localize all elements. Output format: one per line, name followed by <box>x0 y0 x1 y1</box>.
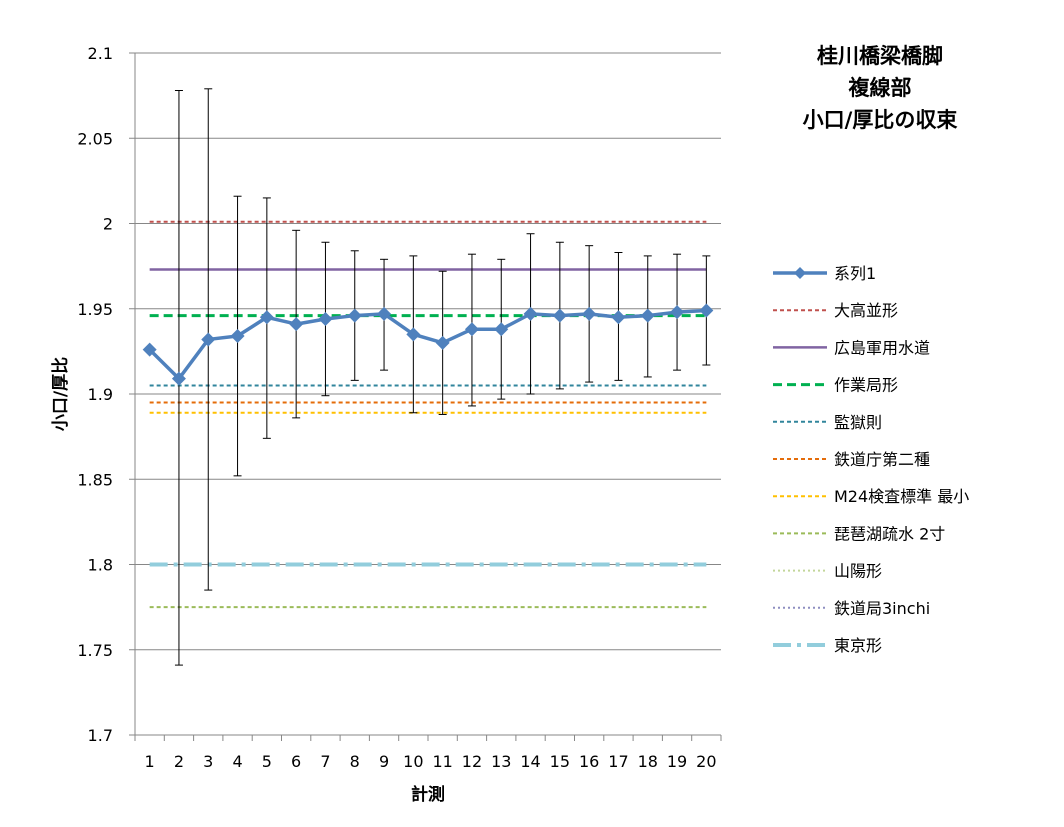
data-point <box>171 371 186 386</box>
x-tick-label: 10 <box>403 752 423 771</box>
legend-label: 系列1 <box>834 264 876 283</box>
x-tick-labels: 1 2 3 4 5 6 7 8 9 10 11 12 13 14 15 16 17 18 19 20 <box>145 752 717 771</box>
data-point <box>640 308 655 323</box>
x-tick-label: 17 <box>608 752 628 771</box>
legend-item: 琵琶湖疏水 2寸 <box>773 524 945 543</box>
x-tick-label: 11 <box>432 752 452 771</box>
y-tick-label: 1.8 <box>88 556 113 575</box>
x-tick-label: 5 <box>262 752 272 771</box>
data-point <box>230 329 245 344</box>
legend-item: 鉄道局3inchi <box>773 599 930 618</box>
x-tick-label: 15 <box>550 752 570 771</box>
data-point <box>464 322 479 337</box>
series-line <box>148 308 707 381</box>
series-layer <box>142 303 714 386</box>
legend-item: M24検査標準 最小 <box>773 487 969 506</box>
legend-label: 作業局形 <box>834 376 898 395</box>
legend-item: 鉄道庁第二種 <box>773 450 930 469</box>
chart-title: 桂川橋梁橋脚 複線部 小口/厚比の収束 <box>770 40 990 136</box>
y-tick-label: 2.05 <box>77 129 113 148</box>
legend-label: M24検査標準 最小 <box>834 487 969 506</box>
data-point <box>582 306 597 321</box>
chart-title-line-1: 桂川橋梁橋脚 <box>817 44 943 68</box>
data-point <box>670 305 685 320</box>
legend-label: 広島軍用水道 <box>834 338 930 357</box>
data-point <box>289 317 304 332</box>
data-point <box>552 308 567 323</box>
legend-label: 琵琶湖疏水 2寸 <box>834 524 945 543</box>
y-tick-label: 2.1 <box>88 44 113 63</box>
x-axis-label: 計測 <box>411 784 445 805</box>
legend-item: 山陽形 <box>773 562 882 581</box>
gridlines <box>135 52 721 736</box>
data-point <box>347 308 362 323</box>
y-axis-label: 小口/厚比 <box>50 357 71 431</box>
x-tick-label: 1 <box>145 752 155 771</box>
x-tick-label: 18 <box>638 752 658 771</box>
axes <box>129 52 722 741</box>
x-tick-label: 3 <box>203 752 213 771</box>
chart-title-line-2: 複線部 <box>848 76 912 100</box>
legend-label: 監獄則 <box>834 413 882 432</box>
data-point <box>435 335 450 350</box>
x-tick-label: 12 <box>462 752 482 771</box>
y-tick-labels: 1.7 1.75 1.8 1.85 1.9 1.95 2 2.05 2.1 <box>77 44 113 745</box>
data-point <box>699 303 714 318</box>
x-tick-label: 9 <box>379 752 389 771</box>
data-point <box>318 311 333 326</box>
x-tick-label: 2 <box>174 752 184 771</box>
y-tick-label: 1.7 <box>88 726 113 745</box>
data-point <box>142 342 157 357</box>
data-point <box>494 322 509 337</box>
legend-item: 広島軍用水道 <box>773 338 930 357</box>
data-point <box>611 310 626 325</box>
legend-item: 系列1 <box>773 264 876 283</box>
reference-lines <box>149 220 707 609</box>
x-tick-label: 8 <box>350 752 360 771</box>
legend-label: 山陽形 <box>834 562 882 581</box>
y-tick-label: 1.95 <box>77 300 113 319</box>
y-tick-label: 2 <box>103 215 113 234</box>
x-tick-label: 6 <box>291 752 301 771</box>
legend-label: 大高並形 <box>834 301 898 320</box>
x-tick-label: 20 <box>696 752 716 771</box>
x-tick-label: 7 <box>320 752 330 771</box>
legend-item: 東京形 <box>773 636 882 655</box>
data-point <box>377 306 392 321</box>
x-tick-label: 4 <box>232 752 242 771</box>
chart-title-line-3: 小口/厚比の収束 <box>802 108 958 132</box>
x-tick-label: 19 <box>667 752 687 771</box>
legend-label: 鉄道庁第二種 <box>834 450 930 469</box>
y-tick-label: 1.75 <box>77 641 113 660</box>
legend-label: 鉄道局3inchi <box>834 599 930 618</box>
legend-label: 東京形 <box>834 636 882 655</box>
data-point <box>201 332 216 347</box>
x-tick-label: 16 <box>579 752 599 771</box>
x-tick-label: 13 <box>491 752 511 771</box>
legend-item: 大高並形 <box>773 301 898 320</box>
y-tick-label: 1.85 <box>77 470 113 489</box>
legend-marker <box>794 267 806 279</box>
y-tick-label: 1.9 <box>88 385 113 404</box>
data-point <box>259 310 274 325</box>
data-point <box>406 327 421 342</box>
x-tick-label: 14 <box>520 752 540 771</box>
error-bars <box>174 88 711 666</box>
legend-item: 作業局形 <box>773 376 898 395</box>
legend-item: 監獄則 <box>773 413 882 432</box>
data-point <box>523 306 538 321</box>
